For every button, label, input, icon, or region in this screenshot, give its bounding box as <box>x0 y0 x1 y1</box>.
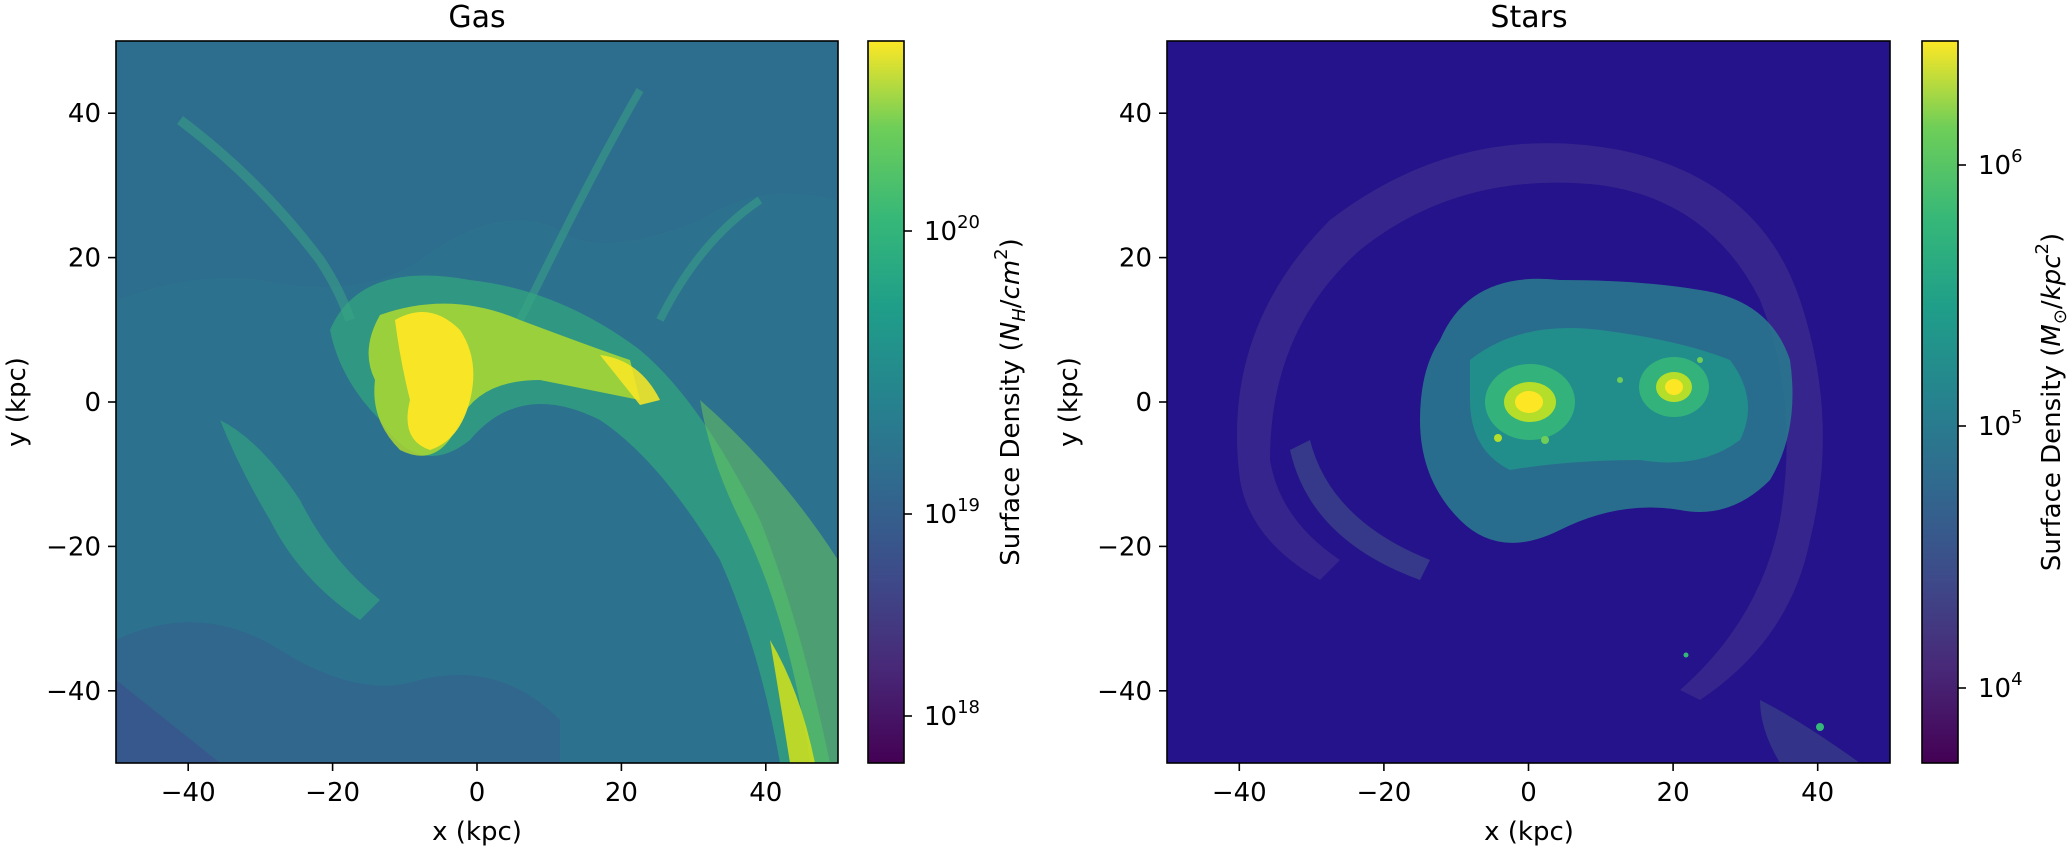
gas-title: Gas <box>448 0 505 35</box>
stars-ytick-label: 0 <box>1135 388 1152 418</box>
stars-colorbar-tick-label: 104 <box>1978 669 2023 704</box>
stars-y-axis-label: y (kpc) <box>1054 357 1084 447</box>
stars-panel: Stars <box>1054 0 2067 847</box>
gas-xtick-label: 0 <box>469 778 486 808</box>
stars-colorbar-gradient <box>1922 41 1958 763</box>
gas-ytick-label: 20 <box>68 244 101 274</box>
gas-ytick-label: −40 <box>46 677 101 707</box>
stars-x-axis-label: x (kpc) <box>1484 817 1574 847</box>
gas-y-ticks: −40 −20 0 20 40 <box>46 99 116 707</box>
gas-x-ticks: −40 −20 0 20 40 <box>161 763 782 808</box>
stars-y-ticks: −40 −20 0 20 40 <box>1097 99 1167 707</box>
gas-colorbar: 1018 1019 1020 Surface Density (NH/cm2) <box>867 40 1030 764</box>
gas-x-axis-label: x (kpc) <box>432 817 522 847</box>
gas-colorbar-tick-label: 1018 <box>924 697 980 732</box>
stars-ytick-label: −40 <box>1097 677 1152 707</box>
stars-colorbar-tick-label: 105 <box>1978 407 2023 442</box>
stars-ytick-label: −20 <box>1097 533 1152 563</box>
gas-colorbar-tick-label: 1019 <box>924 495 980 530</box>
gas-ytick-label: −20 <box>46 533 101 563</box>
gas-xtick-label: −40 <box>161 778 216 808</box>
gas-image <box>116 41 838 763</box>
gas-colorbar-tick-label: 1020 <box>924 212 980 247</box>
stars-ytick-label: 40 <box>1119 99 1152 129</box>
stars-colorbar-label: Surface Density (M⊙/kpc2) <box>2032 233 2067 571</box>
gas-colorbar-gradient <box>868 41 904 763</box>
stars-colorbar-tick-label: 106 <box>1978 146 2023 181</box>
stars-x-ticks: −40 −20 0 20 40 <box>1212 763 1834 808</box>
gas-xtick-label: 20 <box>605 778 638 808</box>
stars-ytick-label: 20 <box>1119 244 1152 274</box>
gas-ytick-label: 0 <box>84 388 101 418</box>
stars-image <box>1167 41 1890 763</box>
gas-colorbar-label: Surface Density (NH/cm2) <box>991 238 1030 566</box>
stars-xtick-label: 0 <box>1520 778 1537 808</box>
gas-ytick-label: 40 <box>68 99 101 129</box>
gas-xtick-label: −20 <box>305 778 360 808</box>
stars-colorbar: 104 105 106 Surface Density (M⊙/kpc2) <box>1921 40 2067 764</box>
stars-xtick-label: 40 <box>1801 778 1834 808</box>
gas-panel: Gas −40 −20 0 2 <box>2 0 1030 847</box>
stars-title: Stars <box>1490 0 1567 35</box>
stars-xtick-label: 20 <box>1657 778 1690 808</box>
stars-xtick-label: −40 <box>1212 778 1267 808</box>
gas-y-axis-label: y (kpc) <box>2 357 32 447</box>
stars-xtick-label: −20 <box>1356 778 1411 808</box>
gas-xtick-label: 40 <box>749 778 782 808</box>
